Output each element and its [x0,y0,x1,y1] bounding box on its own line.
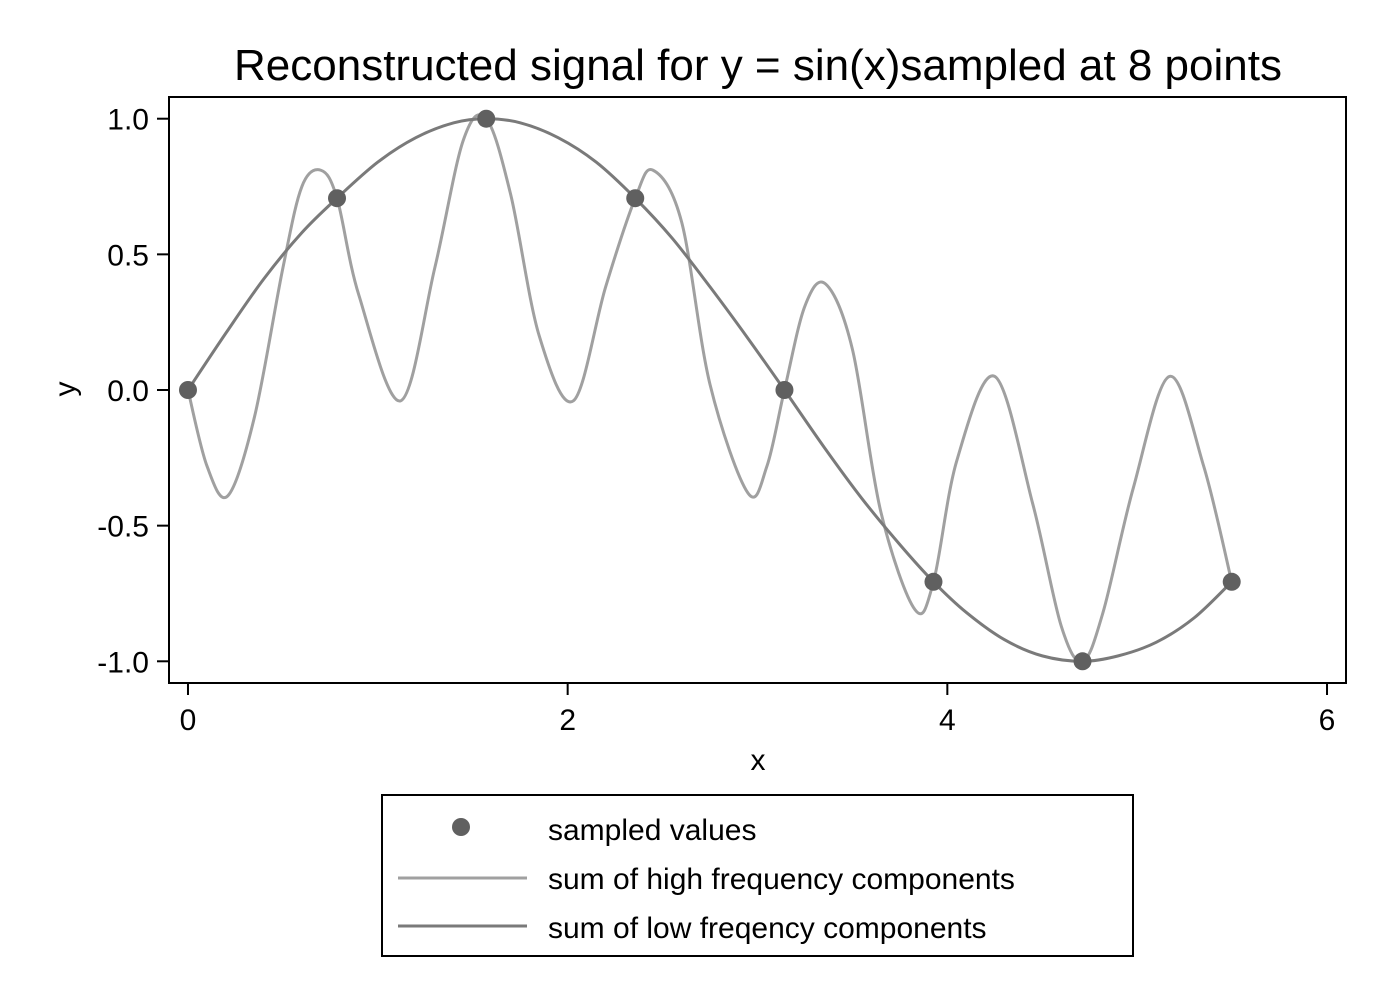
legend-label-high-frequency: sum of high frequency components [548,863,1015,896]
y-axis: 1.0 0.5 0.0 -0.5 -1.0 [97,104,169,679]
y-axis-label: y [49,382,82,397]
x-tick-label: 2 [559,704,576,737]
series-line-low-frequency [186,117,1233,663]
sample-point [477,109,496,128]
x-axis: 0 2 4 6 [180,683,1336,737]
chart-title: Reconstructed signal for y = sin(x)sampl… [234,41,1282,90]
y-tick-label: 1.0 [107,104,149,137]
legend-box [381,794,1134,957]
legend-label-sampled-values: sampled values [548,814,756,847]
sample-point [328,189,347,208]
y-tick-label: -0.5 [97,511,149,544]
sample-point [775,381,794,399]
y-tick-label: 0.0 [107,375,149,408]
x-tick-label: 4 [939,704,956,737]
x-axis-label: x [751,744,766,777]
y-tick-label: -1.0 [97,646,149,679]
y-tick-label: 0.5 [107,239,149,272]
x-tick-label: 0 [180,704,197,737]
sample-point [178,381,197,399]
sample-point [924,572,943,591]
legend-label-low-frequency: sum of low freqency components [548,912,987,945]
plot-area [168,96,1347,684]
legend-marker-sampled-values [452,818,470,836]
series-layer [178,109,1241,671]
sample-point [1222,572,1241,591]
sample-point [626,189,645,208]
sample-point [1073,652,1092,671]
x-tick-label: 6 [1319,704,1336,737]
legend: sampled values sum of high frequency com… [381,794,1134,957]
